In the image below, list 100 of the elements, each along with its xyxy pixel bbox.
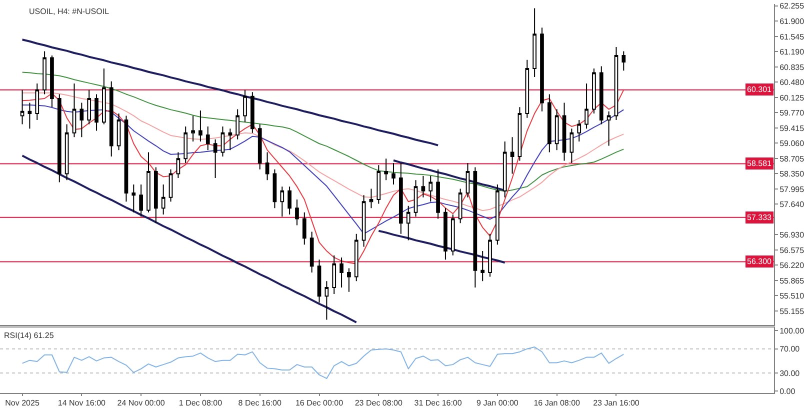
y-tick-label: 60.480 bbox=[780, 78, 805, 87]
candlestick bbox=[562, 102, 566, 162]
chart-title: USOIL, H4: #N-USOIL bbox=[29, 7, 110, 16]
candlestick bbox=[168, 168, 173, 202]
candlestick bbox=[332, 254, 336, 294]
candlestick bbox=[20, 89, 24, 125]
candlestick bbox=[540, 27, 544, 112]
candlestick bbox=[28, 102, 32, 130]
line-series bbox=[21, 154, 358, 324]
candlestick bbox=[347, 268, 351, 292]
y-tick-label: 62.255 bbox=[780, 2, 805, 11]
candlestick bbox=[220, 126, 225, 158]
x-tick-label: 24 Nov 00:00 bbox=[117, 398, 166, 408]
candlestick bbox=[362, 194, 366, 248]
line-series bbox=[378, 230, 506, 264]
x-tick-label: 1 Dec 08:00 bbox=[178, 398, 223, 408]
line-series bbox=[22, 104, 624, 234]
candlestick bbox=[295, 198, 299, 226]
candlestick bbox=[213, 138, 218, 178]
candlestick bbox=[317, 259, 322, 304]
candlestick bbox=[132, 184, 136, 213]
y-tick-label: 60.835 bbox=[780, 62, 805, 72]
candlestick bbox=[554, 108, 559, 151]
candlestick bbox=[466, 162, 470, 198]
candlestick bbox=[444, 208, 448, 260]
y-tick-label: 61.900 bbox=[780, 16, 805, 26]
candlestick bbox=[302, 212, 306, 246]
candlestick bbox=[414, 180, 418, 218]
candlestick bbox=[480, 250, 485, 282]
candlestick bbox=[206, 126, 210, 151]
candlestick bbox=[50, 55, 54, 108]
candlestick bbox=[184, 126, 188, 164]
candlestick bbox=[577, 120, 582, 142]
candlestick bbox=[599, 66, 604, 125]
ref-line-label: 58.581 bbox=[747, 159, 772, 168]
candlestick bbox=[570, 128, 574, 164]
candlestick bbox=[406, 205, 410, 241]
candlestick bbox=[450, 214, 455, 256]
candlestick bbox=[436, 168, 440, 220]
candlestick bbox=[236, 108, 240, 140]
y-tick-label: 59.770 bbox=[780, 108, 805, 118]
y-tick-label: 70.00 bbox=[780, 344, 800, 354]
x-tick-label: 16 Jan 08:00 bbox=[534, 398, 581, 408]
candlestick bbox=[243, 89, 247, 123]
ref-line-label: 57.333 bbox=[747, 213, 772, 222]
candlestick bbox=[398, 162, 403, 234]
candlestick bbox=[584, 82, 588, 130]
y-tick-label: 58.705 bbox=[780, 154, 805, 164]
y-tick-label: 57.640 bbox=[780, 200, 805, 209]
candlestick bbox=[547, 94, 552, 153]
y-tick-label: 61.190 bbox=[780, 47, 805, 56]
candlestick bbox=[384, 158, 388, 181]
candlestick bbox=[64, 124, 69, 181]
x-tick-label: Nov 2025 bbox=[5, 398, 40, 408]
y-tick-label: 55.155 bbox=[780, 306, 805, 316]
y-tick-label: 55.865 bbox=[780, 276, 805, 286]
candlestick bbox=[354, 233, 358, 282]
y-tick-label: 100.00 bbox=[780, 326, 805, 336]
candlestick bbox=[35, 82, 40, 120]
candlestick bbox=[525, 59, 530, 118]
candlestick bbox=[458, 188, 462, 224]
candlestick bbox=[161, 184, 166, 216]
line-series bbox=[392, 159, 506, 192]
line-series bbox=[22, 89, 624, 264]
y-tick-label: 56.220 bbox=[780, 261, 805, 270]
candlestick bbox=[109, 80, 114, 158]
candlestick bbox=[250, 92, 254, 134]
y-tick-label: 56.575 bbox=[780, 246, 805, 255]
candlestick bbox=[592, 68, 596, 114]
y-tick-label: 58.350 bbox=[780, 170, 805, 178]
candlestick bbox=[324, 280, 329, 320]
candlestick bbox=[116, 113, 121, 151]
x-tick-label: 31 Dec 16:00 bbox=[414, 398, 462, 408]
candlestick bbox=[421, 175, 426, 198]
candlestick bbox=[428, 175, 433, 202]
candlestick bbox=[369, 188, 374, 209]
candlestick bbox=[94, 94, 98, 132]
x-tick-label: 14 Nov 16:00 bbox=[58, 398, 106, 408]
x-tick-label: 23 Dec 08:00 bbox=[354, 398, 403, 408]
candlestick bbox=[310, 231, 314, 274]
candlestick bbox=[176, 152, 180, 178]
candlestick bbox=[57, 94, 62, 183]
candlestick bbox=[42, 50, 46, 95]
ref-line-label: 60.301 bbox=[747, 85, 772, 94]
y-tick-label: 60.125 bbox=[780, 93, 805, 102]
candlestick bbox=[198, 110, 202, 142]
candlestick bbox=[488, 233, 492, 278]
y-tick-label: 57.995 bbox=[780, 184, 805, 194]
ref-line-label: 56.300 bbox=[747, 257, 772, 266]
candlestick bbox=[191, 115, 195, 142]
line-series bbox=[21, 38, 440, 146]
y-tick-label: 59.060 bbox=[780, 139, 805, 148]
x-tick-label: 8 Dec 16:00 bbox=[238, 398, 282, 408]
x-tick-label: 9 Jan 00:00 bbox=[476, 398, 519, 408]
candlestick bbox=[102, 68, 106, 125]
candlestick bbox=[288, 186, 292, 216]
y-tick-label: 55.510 bbox=[780, 292, 805, 301]
y-tick-label: 59.415 bbox=[780, 124, 805, 133]
candlestick bbox=[622, 50, 626, 72]
y-tick-label: 30.00 bbox=[780, 368, 800, 378]
